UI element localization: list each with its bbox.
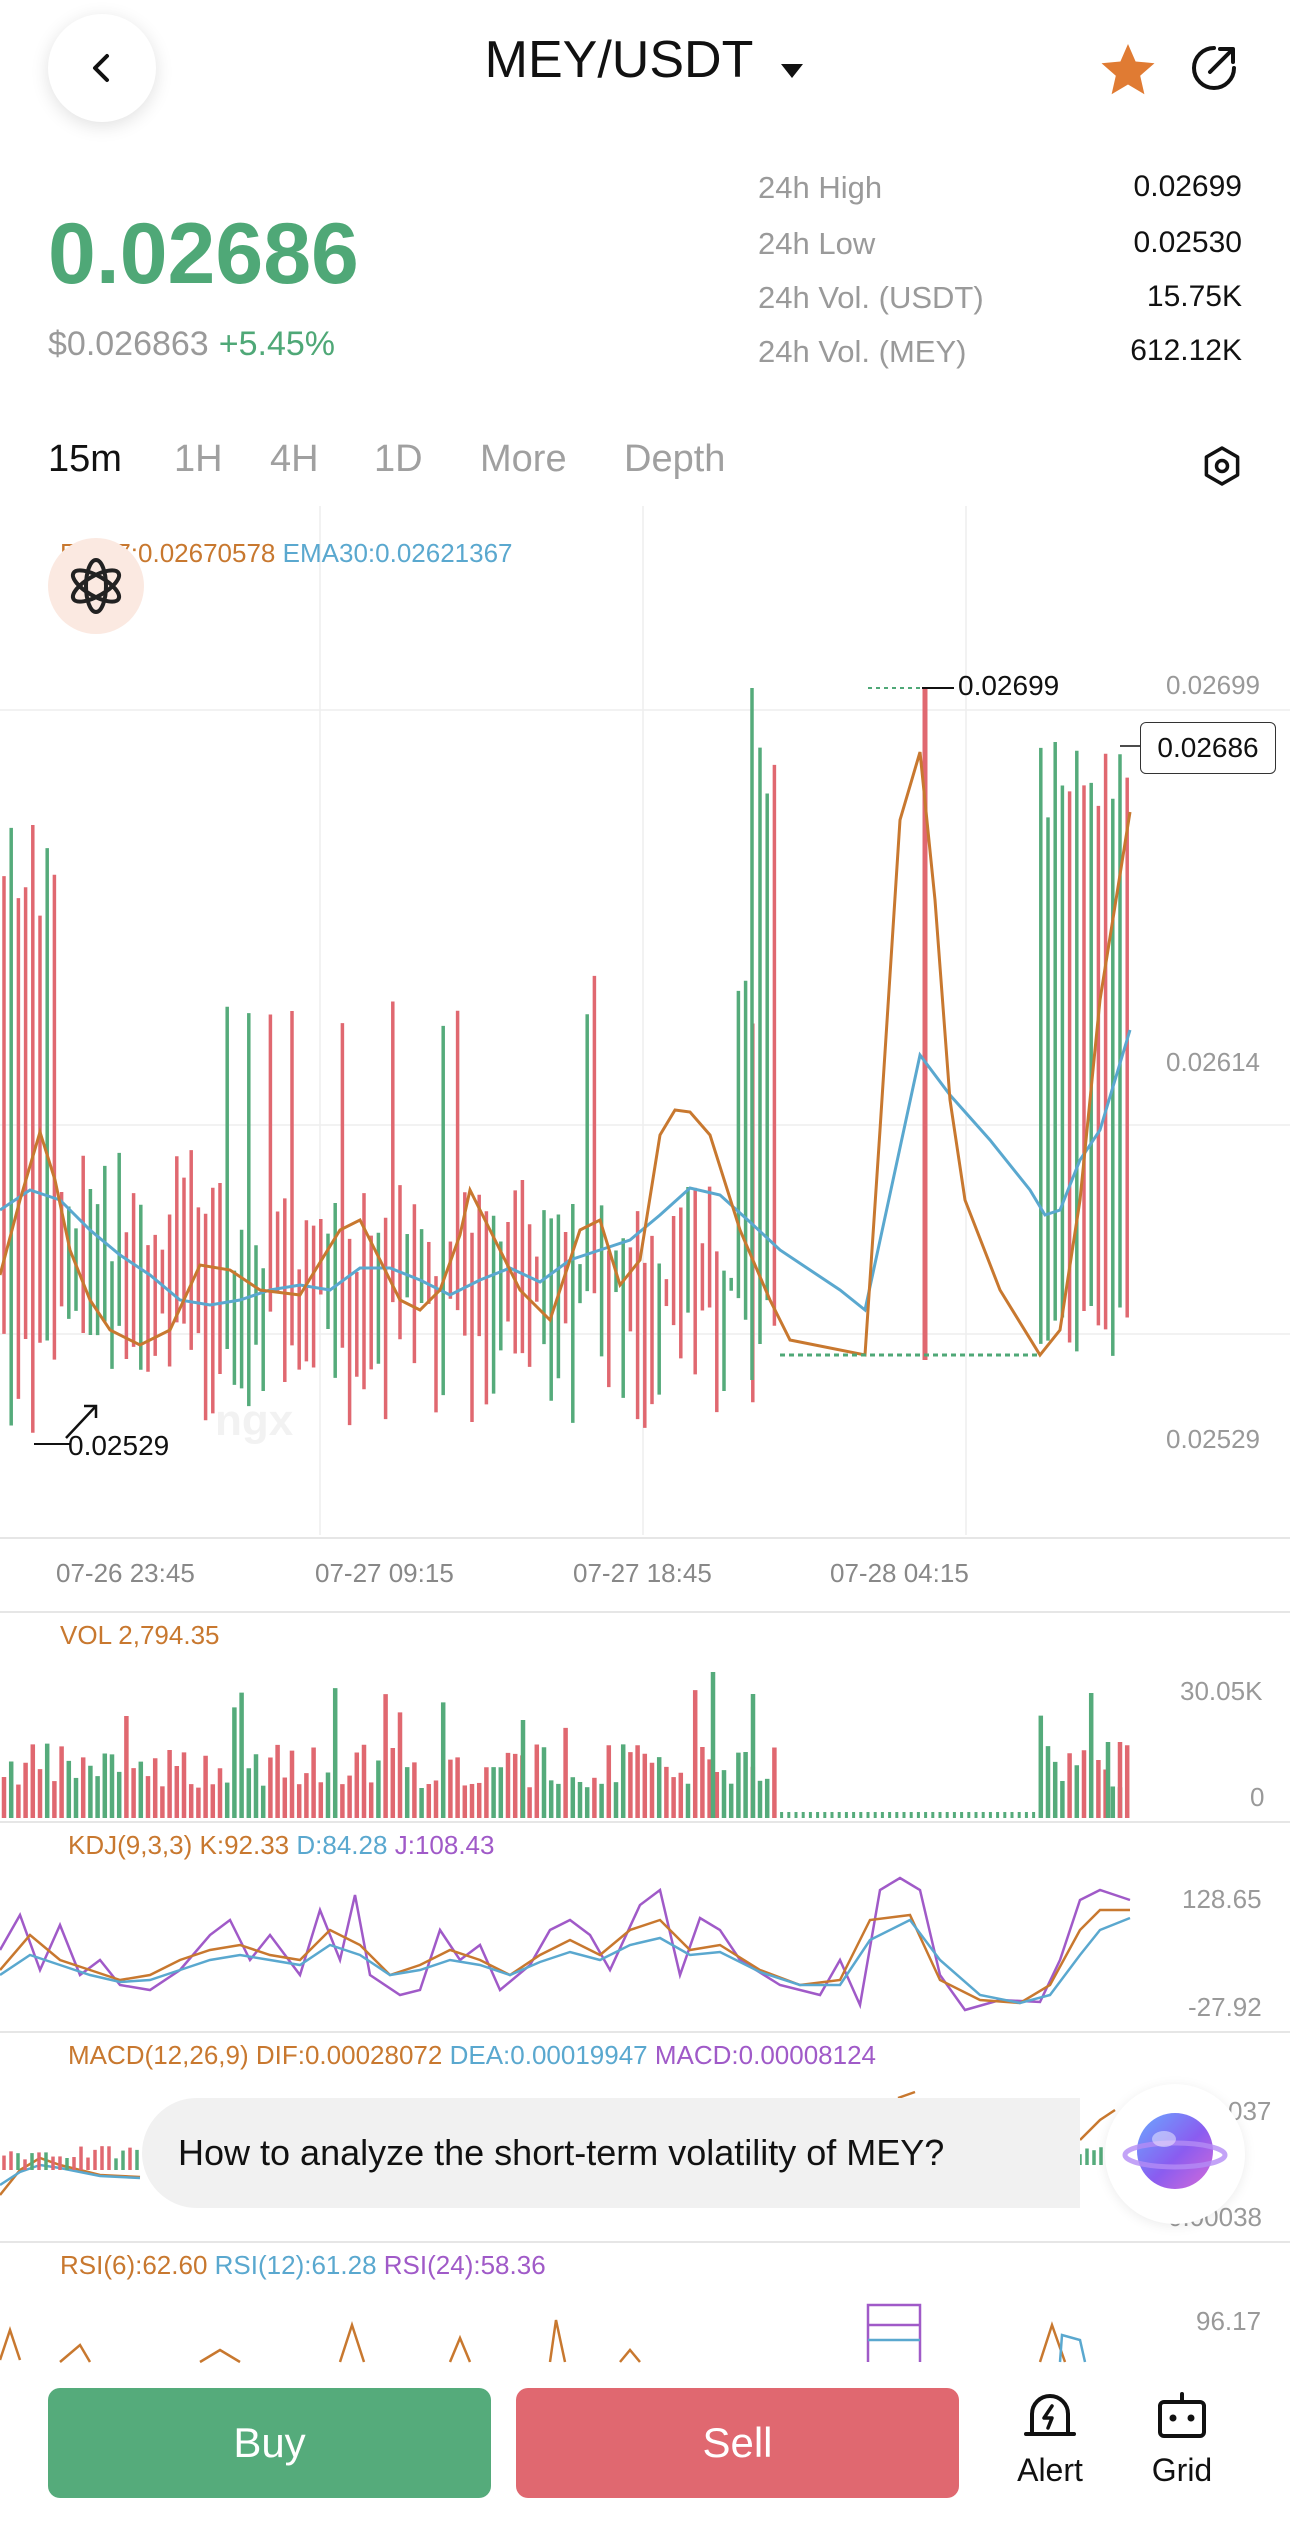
kdj-k-line (0, 1908, 1130, 2005)
stat-value-vol-mey: 612.12K (1130, 334, 1242, 367)
usd-price-line: $0.026863 +5.45% (48, 325, 335, 364)
bottom-bar: Buy Sell Alert Grid (0, 2366, 1290, 2537)
rsi12-value: 61.28 (311, 2250, 377, 2280)
pair-title: MEY/USDT (484, 31, 754, 89)
vol-y-tick-max: 30.05K (1180, 1676, 1263, 1706)
kdj-j-label: J: (394, 1830, 415, 1860)
ema7-line (0, 751, 1132, 1358)
expand-arrows-icon[interactable] (65, 1404, 98, 1439)
usd-price: $0.026863 (48, 325, 209, 363)
rsi-box (866, 2303, 922, 2362)
stat-value-low: 0.02530 (1133, 226, 1242, 259)
rsi12-line (868, 2333, 1087, 2363)
macd-legend: MACD(12,26,9) DIF:0.00028072 DEA:0.00019… (68, 2040, 876, 2071)
y-tick-high: 0.02699 (1166, 670, 1260, 700)
high-price-label: 0.02699 (958, 670, 1060, 701)
caret-down-icon (779, 33, 805, 93)
macd-dea-value: 0.00019947 (510, 2040, 648, 2070)
ai-suggestion-text: How to analyze the short-term volatility… (178, 2132, 945, 2173)
rsi-y-tick-max: 96.17 (1196, 2306, 1262, 2336)
last-price-tag: 0.02686 (1140, 722, 1276, 774)
alert-label: Alert (1017, 2452, 1083, 2488)
ema30-label: EMA30: (282, 538, 376, 568)
y-tick-mid: 0.02614 (1166, 1047, 1260, 1077)
last-price: 0.02686 (48, 206, 359, 302)
rsi24-value: 58.36 (480, 2250, 546, 2280)
atom-icon (70, 558, 122, 614)
rsi12-label: RSI(12): (214, 2250, 312, 2280)
chart-settings-icon[interactable] (1200, 444, 1244, 493)
macd-macd-value: 0.00008124 (738, 2040, 877, 2070)
grid-bot-icon (1158, 2392, 1206, 2438)
stat-label-high: 24h High (758, 170, 883, 205)
kdj-d-line (0, 1916, 1131, 2005)
tab-more[interactable]: More (480, 438, 567, 480)
stat-label-vol-usdt: 24h Vol. (USDT) (758, 280, 984, 315)
ai-logo-badge[interactable] (48, 538, 144, 634)
ema7-value: 0.02670578 (138, 538, 276, 568)
kdj-y-tick-min: -27.92 (1188, 1992, 1262, 2022)
kdj-legend: KDJ(9,3,3) K:92.33 D:84.28 J:108.43 (68, 1830, 494, 1861)
kdj-d-value: 84.28 (322, 1830, 388, 1860)
rsi6-line (0, 2319, 1067, 2364)
rsi6-label: RSI(6): (60, 2250, 143, 2280)
macd-dif-value: 0.00028072 (304, 2040, 443, 2070)
time-tick-4: 07-28 04:15 (830, 1558, 969, 1588)
time-tick-2: 07-27 09:15 (315, 1558, 454, 1588)
kdj-k-label: K: (199, 1830, 225, 1860)
pair-selector[interactable]: MEY/USDT (0, 30, 1290, 93)
stat-label-vol-mey: 24h Vol. (MEY) (758, 334, 967, 369)
alert-button[interactable]: Alert (990, 2388, 1110, 2489)
kdj-y-tick-max: 128.65 (1182, 1884, 1262, 1914)
macd-dea-label: DEA: (449, 2040, 511, 2070)
macd-dea-line (0, 2163, 141, 2187)
kdj-d-label: D: (296, 1830, 323, 1860)
sell-button[interactable]: Sell (516, 2388, 959, 2498)
header: MEY/USDT (0, 0, 1290, 140)
macd-dif-peak (897, 2090, 916, 2100)
tab-15m[interactable]: 15m (48, 438, 122, 480)
kdj-name: KDJ(9,3,3) (68, 1830, 193, 1860)
rsi-legend: RSI(6):62.60 RSI(12):61.28 RSI(24):58.36 (60, 2250, 546, 2281)
tab-1d[interactable]: 1D (374, 438, 423, 480)
price-change: +5.45% (218, 325, 335, 363)
bell-alert-icon (1024, 2394, 1076, 2436)
kdj-k-value: 92.33 (224, 1830, 290, 1860)
macd-macd-label: MACD: (654, 2040, 739, 2070)
macd-dif-tail (1079, 2108, 1116, 2141)
low-price-label: 0.02529 (68, 1430, 170, 1461)
stat-label-low: 24h Low (758, 226, 876, 261)
stat-value-high: 0.02699 (1133, 170, 1242, 203)
stat-value-vol-usdt: 15.75K (1146, 280, 1242, 313)
buy-button[interactable]: Buy (48, 2388, 491, 2498)
vol-y-tick-zero: 0 (1250, 1782, 1265, 1812)
vol-legend: VOL 2,794.35 (60, 1620, 220, 1650)
kdj-j-line (0, 1876, 1131, 2012)
time-tick-1: 07-26 23:45 (56, 1558, 195, 1588)
grid-button[interactable]: Grid (1122, 2388, 1242, 2489)
back-button[interactable] (48, 14, 156, 122)
ai-suggestion-bubble[interactable]: How to analyze the short-term volatility… (142, 2098, 1080, 2208)
watermark: ngx (215, 1396, 294, 1445)
chevron-left-icon (93, 54, 109, 82)
y-tick-low: 0.02529 (1166, 1424, 1260, 1454)
favorite-star-icon[interactable] (1098, 40, 1158, 105)
rsi6-value: 62.60 (142, 2250, 208, 2280)
kline-chart[interactable]: ngx (0, 506, 1290, 2366)
rsi24-label: RSI(24): (383, 2250, 481, 2280)
interval-tabs: 15m 1H 4H 1D More Depth (0, 438, 1290, 498)
ai-assistant-button[interactable] (1105, 2084, 1245, 2224)
tab-4h[interactable]: 4H (270, 438, 319, 480)
ema30-value: 0.02621367 (375, 538, 513, 568)
time-tick-3: 07-27 18:45 (573, 1558, 712, 1588)
share-icon[interactable] (1186, 40, 1242, 101)
tab-1h[interactable]: 1H (174, 438, 223, 480)
grid-label: Grid (1151, 2452, 1213, 2488)
tab-depth[interactable]: Depth (624, 438, 726, 480)
kdj-j-value: 108.43 (414, 1830, 495, 1860)
ai-orb-icon (1122, 2113, 1228, 2189)
macd-dif-label: DIF: (255, 2040, 305, 2070)
macd-name: MACD(12,26,9) (68, 2040, 249, 2070)
